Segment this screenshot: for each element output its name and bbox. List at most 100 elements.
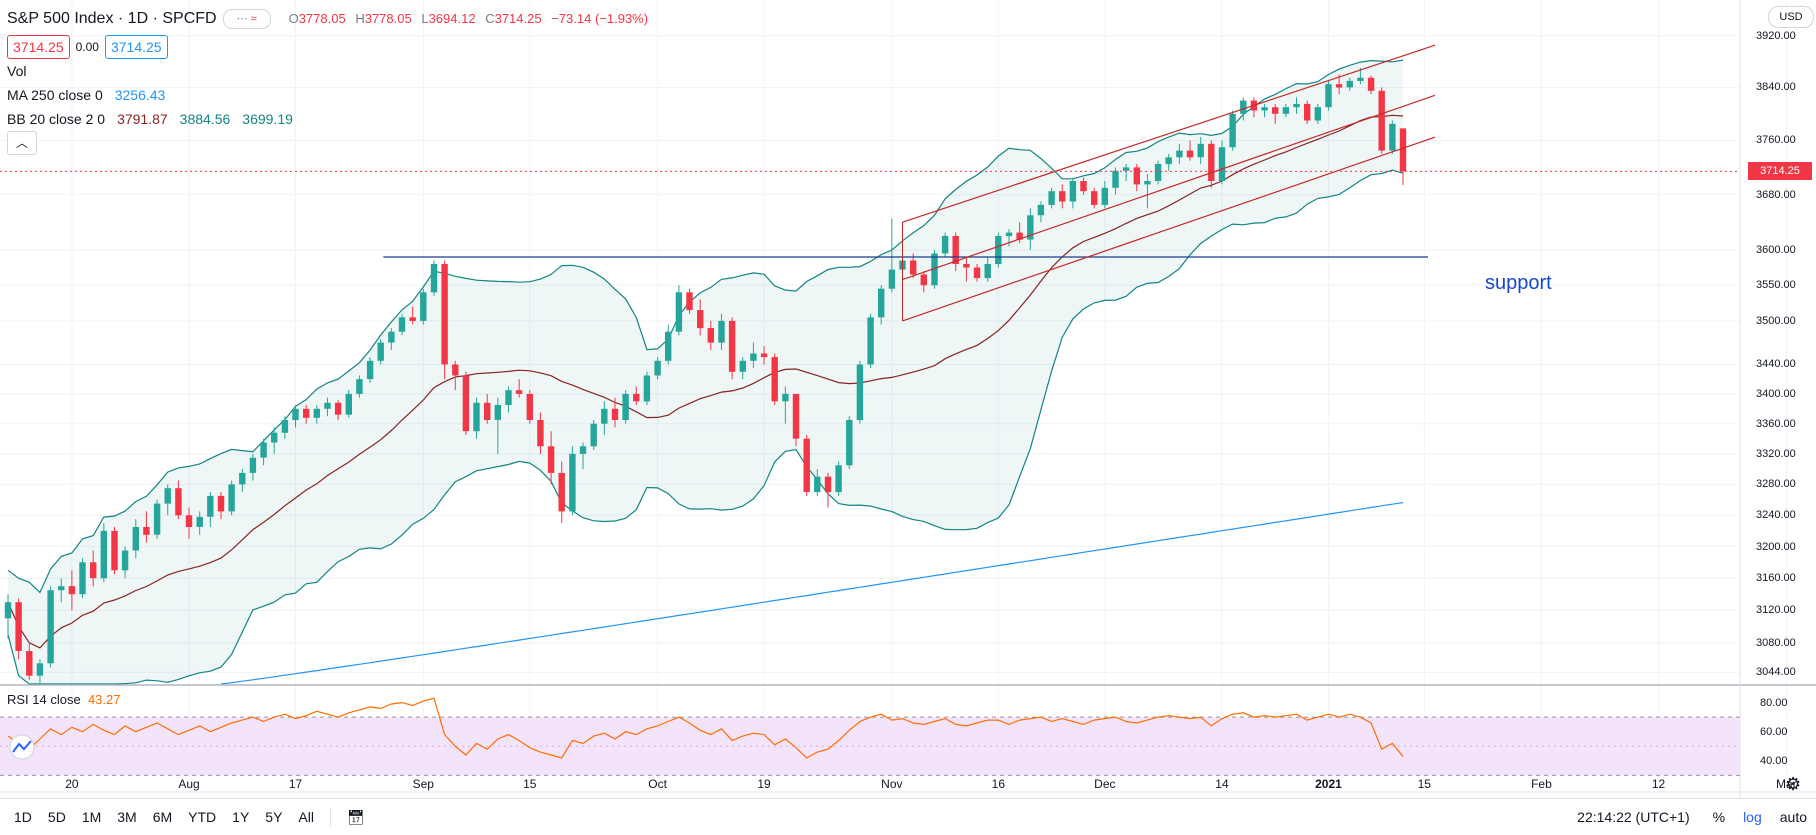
candle-body (1027, 215, 1034, 240)
clock: 22:14:22 (UTC+1) (1577, 809, 1690, 825)
price-tick-label: 3120.00 (1756, 604, 1796, 617)
candle-body (356, 379, 363, 394)
ma-250-line (220, 501, 1404, 685)
candle-body (782, 393, 789, 402)
candle-body (271, 432, 278, 443)
candle-body (728, 320, 736, 372)
candle-body (526, 393, 533, 420)
auto-toggle[interactable]: auto (1779, 809, 1807, 825)
candle-body (1197, 143, 1204, 158)
calendar-range-icon[interactable]: 📅︎ (346, 808, 365, 825)
bid-price-badge[interactable]: 3714.25 (7, 35, 70, 59)
candle-body (590, 423, 597, 447)
timeframe-1d[interactable]: 1D (14, 809, 32, 825)
price-tick-label: 3680.00 (1756, 188, 1796, 201)
candle-body (963, 264, 970, 268)
candle-body (643, 375, 651, 402)
price-tick-label: 3500.00 (1756, 314, 1796, 327)
channel-lower-line (902, 136, 1436, 322)
candle-body (622, 393, 629, 420)
candle-body (345, 393, 352, 415)
candle-body (760, 353, 768, 358)
candle-body (1186, 150, 1194, 158)
timeframe-1m[interactable]: 1M (81, 809, 102, 825)
candle-body (1218, 147, 1226, 181)
candle-body (100, 530, 107, 579)
candle-body (856, 364, 864, 420)
candle-body (313, 408, 320, 418)
ask-price-badge[interactable]: 3714.25 (104, 35, 168, 59)
candle-body (303, 408, 310, 418)
candle-body (420, 292, 427, 321)
candle-body (15, 602, 22, 651)
timeframe-6m[interactable]: 6M (152, 809, 173, 825)
candle-body (579, 446, 587, 454)
percent-toggle[interactable]: % (1712, 809, 1726, 825)
timeframe-ytd[interactable]: YTD (188, 809, 217, 825)
candle-body (494, 405, 501, 420)
candle-body (1005, 232, 1013, 237)
candle-body (1261, 107, 1268, 111)
currency-badge[interactable]: USD (1768, 6, 1814, 28)
candle-body (484, 402, 491, 420)
candle-body (409, 317, 416, 321)
candle-body (718, 320, 725, 343)
candle-body (1144, 181, 1151, 185)
bollinger-basis-line (7, 114, 1404, 649)
candle-body (1133, 167, 1140, 185)
price-tick-label: 3240.00 (1756, 509, 1796, 522)
candle-body (228, 484, 235, 512)
candle-body (185, 515, 193, 527)
price-tick-label: 3400.00 (1756, 387, 1796, 400)
spread-value: 0.00 (75, 40, 99, 54)
price-tick-label: 3360.00 (1756, 417, 1796, 430)
gear-icon[interactable]: ⚙ (1785, 774, 1801, 795)
log-toggle[interactable]: log (1743, 809, 1762, 825)
ma-indicator[interactable]: MA 250 close 0 3256.43 (7, 87, 166, 103)
candle-body (175, 488, 182, 516)
symbol-status-button[interactable]: ⋯ ≈ (222, 9, 271, 29)
candle-body (910, 260, 917, 275)
candle-body (1165, 157, 1172, 165)
candle-body (1399, 128, 1407, 172)
candle-body (473, 402, 480, 432)
candle-body (973, 267, 981, 279)
high-value: 3778.05 (364, 11, 412, 26)
candle-body (377, 342, 384, 361)
tv-logo-mark (12, 740, 32, 753)
price-tick-label: 3840.00 (1756, 81, 1796, 94)
timeframe-list: 1D 5D 1M 3M 6M YTD 1Y 5Y All (6, 809, 322, 825)
time-tick-label: 20 (65, 777, 79, 791)
bb-indicator[interactable]: BB 20 close 2 0 3791.87 3884.56 3699.19 (7, 111, 293, 127)
timeframe-1y[interactable]: 1Y (232, 809, 250, 825)
bollinger-upper-line (7, 59, 1404, 594)
candle-body (260, 442, 267, 458)
candle-body (654, 360, 661, 376)
candle-body (452, 364, 459, 376)
support-annotation: support (1485, 272, 1552, 294)
candle-body (611, 408, 619, 420)
candle-body (153, 503, 161, 535)
candle-body (1091, 191, 1098, 205)
time-tick-label: Dec (1094, 777, 1116, 791)
rsi-legend[interactable]: RSI 14 close 43.27 (7, 692, 121, 707)
candle-body (1367, 77, 1375, 91)
collapse-legend-button[interactable]: ︿ (7, 131, 37, 155)
symbol-title[interactable]: S&P 500 Index · 1D · SPCFD (7, 10, 217, 27)
candle-body (1293, 103, 1300, 108)
timeframe-3m[interactable]: 3M (117, 809, 137, 825)
candle-body (1176, 150, 1183, 158)
timeframe-all[interactable]: All (298, 809, 314, 825)
timeframe-5d[interactable]: 5D (47, 809, 66, 825)
timeframe-5y[interactable]: 5Y (265, 809, 283, 825)
candle-body (1059, 191, 1066, 202)
volume-indicator[interactable]: Vol (7, 63, 27, 79)
time-tick-label: 17 (288, 777, 303, 791)
candle-body (803, 438, 810, 492)
time-tick-label: 14 (1215, 777, 1229, 791)
candle-body (920, 274, 927, 286)
candle-body (79, 562, 86, 595)
low-value: 3694.12 (428, 11, 476, 26)
ma-value: 3256.43 (114, 87, 166, 103)
